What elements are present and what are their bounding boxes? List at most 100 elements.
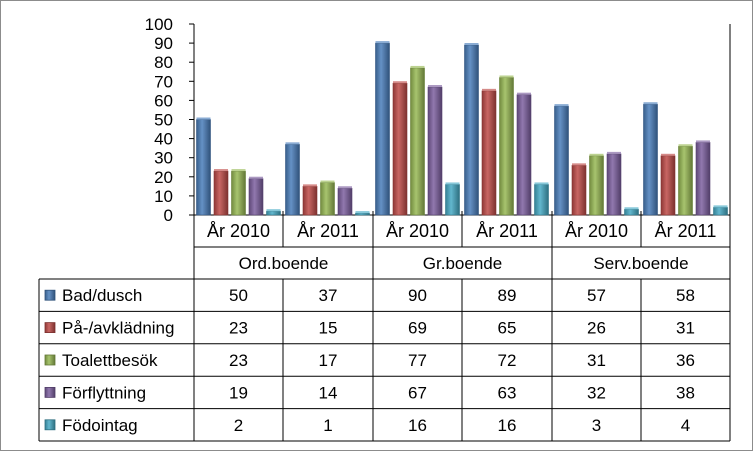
bar xyxy=(571,165,587,216)
bar xyxy=(427,86,443,216)
bar-top xyxy=(303,184,317,187)
table-value: 31 xyxy=(587,351,606,370)
x-category-label: År 2011 xyxy=(655,221,717,241)
legend-key xyxy=(44,322,56,334)
bar-top xyxy=(643,102,658,105)
table-value: 14 xyxy=(319,383,338,402)
table-value: 1 xyxy=(323,416,332,435)
x-category-label: År 2010 xyxy=(386,221,449,241)
bars-layer xyxy=(196,41,728,216)
y-tick-label: 50 xyxy=(154,111,173,130)
bar-top xyxy=(607,151,621,154)
bar-top xyxy=(410,65,425,68)
table-value: 23 xyxy=(229,319,248,338)
bar xyxy=(231,170,246,216)
bar-top xyxy=(499,75,514,78)
bar-top xyxy=(338,186,352,189)
y-tick-label: 40 xyxy=(154,130,173,149)
table-value: 32 xyxy=(587,383,606,402)
y-tick-label: 60 xyxy=(154,91,173,110)
bar-top xyxy=(713,205,728,208)
bar xyxy=(589,155,604,216)
data-table: År 2010 År 2011 År 2010 År 2011 År 2010 År 20… xyxy=(44,221,717,435)
bar xyxy=(248,178,264,216)
bar-top xyxy=(678,144,693,147)
x-category-label: År 2010 xyxy=(565,221,628,241)
table-value: 58 xyxy=(676,286,695,305)
table-value: 31 xyxy=(676,319,695,338)
y-tick-label: 30 xyxy=(154,149,173,168)
bar xyxy=(213,170,229,216)
table-value: 90 xyxy=(408,286,427,305)
bar-top xyxy=(214,169,228,172)
table-value: 36 xyxy=(676,351,695,370)
bar-top xyxy=(589,153,604,156)
x-group-label: Ord.boende xyxy=(239,254,329,273)
table-value: 15 xyxy=(319,319,338,338)
bar-top xyxy=(375,41,390,44)
table-value: 37 xyxy=(319,286,338,305)
x-group-label: Gr.boende xyxy=(423,254,502,273)
bar-top xyxy=(464,43,479,46)
bar-top xyxy=(572,163,586,166)
bar-top xyxy=(196,117,211,120)
table-value: 67 xyxy=(408,383,427,402)
table-value: 77 xyxy=(408,351,427,370)
legend-key xyxy=(44,386,56,398)
bar xyxy=(266,210,281,216)
bar xyxy=(678,145,693,216)
bar-top xyxy=(231,169,246,172)
bar-top xyxy=(517,92,531,95)
legend-label: Födointag xyxy=(62,416,138,435)
table-value: 19 xyxy=(229,383,248,402)
bar xyxy=(606,153,622,216)
bar xyxy=(643,103,658,216)
y-tick-label: 20 xyxy=(154,168,173,187)
bar xyxy=(285,144,300,216)
bar xyxy=(481,90,497,216)
bar-top xyxy=(285,142,300,145)
bar xyxy=(464,44,479,216)
table-value: 72 xyxy=(498,351,517,370)
bar xyxy=(337,187,353,216)
bar-top xyxy=(445,182,460,185)
bar xyxy=(392,82,408,216)
bar xyxy=(355,212,370,216)
x-group-label: Serv.boende xyxy=(593,254,688,273)
y-tick-label: 10 xyxy=(154,187,173,206)
bar-top xyxy=(534,182,549,185)
y-tick-label: 0 xyxy=(164,206,173,225)
bar-top xyxy=(696,140,710,143)
bar xyxy=(499,77,514,216)
bar-top xyxy=(554,104,569,107)
bar xyxy=(375,42,390,216)
legend-label: Toalettbesök xyxy=(62,351,158,370)
x-category-label: År 2011 xyxy=(297,221,359,241)
table-value: 65 xyxy=(498,319,517,338)
bar xyxy=(660,155,676,216)
table-value: 4 xyxy=(681,416,690,435)
table-value: 50 xyxy=(229,286,248,305)
bar-top xyxy=(624,207,639,210)
bar-top xyxy=(393,81,407,84)
bar-top xyxy=(661,153,675,156)
legend-label: På-/avklädning xyxy=(62,319,174,338)
table-value: 26 xyxy=(587,319,606,338)
bar xyxy=(445,184,460,216)
bar xyxy=(534,184,549,216)
bar xyxy=(516,94,532,216)
table-value: 89 xyxy=(498,286,517,305)
table-value: 3 xyxy=(592,416,601,435)
table-value: 16 xyxy=(498,416,517,435)
bar xyxy=(196,119,211,216)
bar xyxy=(713,207,728,216)
legend-key xyxy=(44,354,56,366)
bar-top xyxy=(355,211,370,214)
bar xyxy=(624,208,639,216)
table-value: 2 xyxy=(234,416,243,435)
legend-label: Bad/dusch xyxy=(62,286,142,305)
bar-top xyxy=(249,176,263,179)
